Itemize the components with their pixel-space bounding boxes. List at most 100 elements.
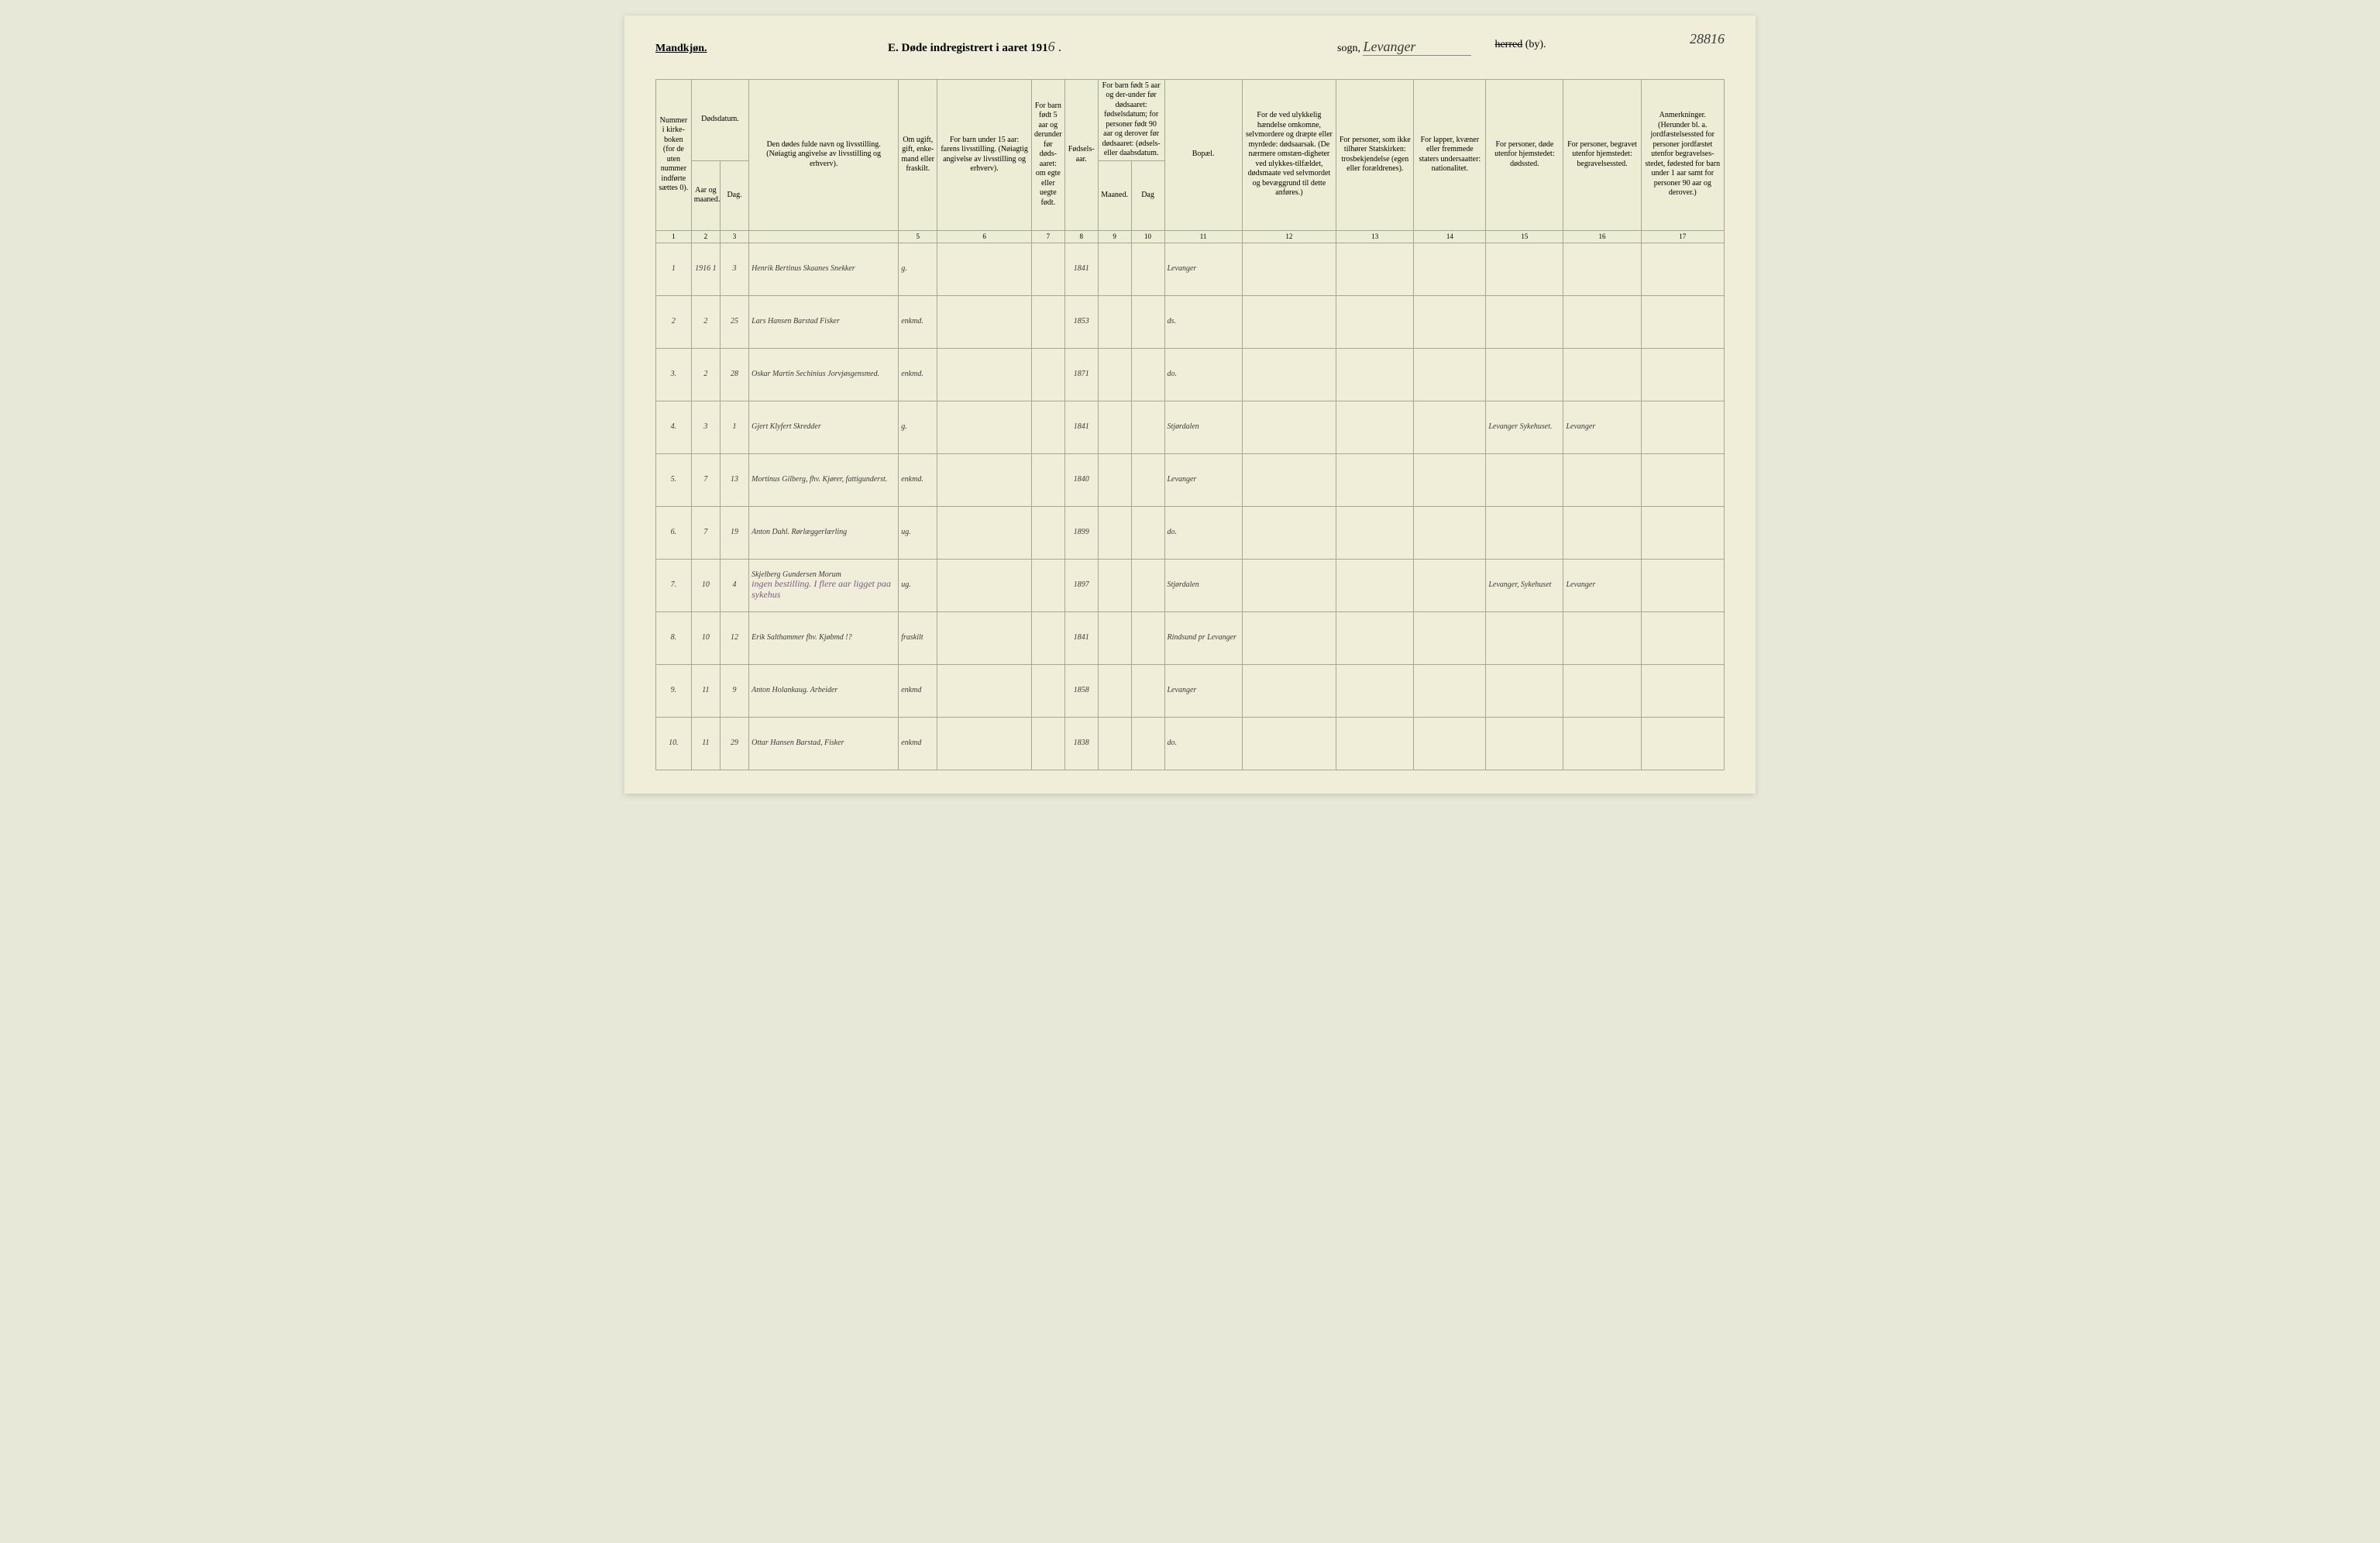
cell-legit — [1031, 295, 1064, 348]
cell-remarks — [1641, 559, 1724, 611]
cell-birth-month — [1098, 611, 1131, 664]
cell-deathplace — [1486, 717, 1563, 770]
cell-name: Skjelberg Gundersen Morumingen bestillin… — [749, 559, 899, 611]
col-header: Den dødes fulde navn og livsstilling. (N… — [749, 79, 899, 230]
cell-status: ug. — [899, 559, 937, 611]
cell-deathplace: Levanger, Sykehuset — [1486, 559, 1563, 611]
cell-day: 12 — [720, 611, 748, 664]
cell-nationality — [1414, 506, 1486, 559]
cell-faith — [1336, 243, 1414, 295]
cell-residence: do. — [1164, 717, 1242, 770]
cell-legit — [1031, 717, 1064, 770]
cell-deathplace — [1486, 295, 1563, 348]
cell-birth-day — [1131, 453, 1164, 506]
table-row: 10.1129Ottar Hansen Barstad, Fiskerenkmd… — [656, 717, 1725, 770]
cell-birth-day — [1131, 559, 1164, 611]
cell-cause — [1242, 453, 1336, 506]
column-number: 9 — [1098, 230, 1131, 243]
cell-remarks — [1641, 611, 1724, 664]
cell-burialplace — [1563, 611, 1641, 664]
cell-cause — [1242, 295, 1336, 348]
cell-legit — [1031, 559, 1064, 611]
cell-remarks — [1641, 664, 1724, 717]
cell-birth-day — [1131, 717, 1164, 770]
cell-year-month: 3 — [691, 401, 720, 453]
cell-faith — [1336, 453, 1414, 506]
cell-cause — [1242, 664, 1336, 717]
cell-father-occ — [937, 506, 1032, 559]
column-number: 17 — [1641, 230, 1724, 243]
column-number: 14 — [1414, 230, 1486, 243]
cell-number: 1 — [656, 243, 692, 295]
col-subheader: Aar og maaned. — [691, 160, 720, 230]
header-title-block: E. Døde indregistrert i aaret 1916 . — [810, 39, 1337, 55]
cell-birth-month — [1098, 295, 1131, 348]
col-subheader: Maaned. — [1098, 160, 1131, 230]
cell-burialplace — [1563, 717, 1641, 770]
sogn-value: Levanger — [1363, 39, 1471, 56]
col-header: For personer, som ikke tilhører Statskir… — [1336, 79, 1414, 230]
cell-birth-month — [1098, 243, 1131, 295]
cell-name: Henrik Bertinus Skaanes Snekker — [749, 243, 899, 295]
cell-year-month: 11 — [691, 717, 720, 770]
cell-number: 7. — [656, 559, 692, 611]
cell-father-occ — [937, 401, 1032, 453]
col-header: Fødsels-aar. — [1064, 79, 1098, 230]
cell-number: 10. — [656, 717, 692, 770]
cell-residence: Levanger — [1164, 664, 1242, 717]
cell-residence: Levanger — [1164, 243, 1242, 295]
cell-remarks — [1641, 295, 1724, 348]
cell-name: Gjert Klyfert Skredder — [749, 401, 899, 453]
col-subheader: Dag. — [720, 160, 748, 230]
column-number: 1 — [656, 230, 692, 243]
table-head: Nummer i kirke-boken (for de uten nummer… — [656, 79, 1725, 230]
column-number: 13 — [1336, 230, 1414, 243]
cell-burialplace — [1563, 243, 1641, 295]
cell-birth-day — [1131, 506, 1164, 559]
cell-number: 2 — [656, 295, 692, 348]
cell-nationality — [1414, 717, 1486, 770]
cell-deathplace — [1486, 611, 1563, 664]
cell-day: 25 — [720, 295, 748, 348]
cell-day: 9 — [720, 664, 748, 717]
cell-nationality — [1414, 664, 1486, 717]
cell-residence: Stjørdalen — [1164, 559, 1242, 611]
col-header: For lapper, kvæner eller fremmede stater… — [1414, 79, 1486, 230]
cell-status: g. — [899, 401, 937, 453]
col-header: For barn født 5 aar og derunder før døds… — [1031, 79, 1064, 230]
sogn-label: sogn, — [1337, 43, 1360, 54]
cell-father-occ — [937, 243, 1032, 295]
cell-deathplace — [1486, 348, 1563, 401]
col-header: Nummer i kirke-boken (for de uten nummer… — [656, 79, 692, 230]
cell-remarks — [1641, 401, 1724, 453]
cell-burialplace: Levanger — [1563, 559, 1641, 611]
cell-birth-year: 1841 — [1064, 401, 1098, 453]
cell-birth-year: 1838 — [1064, 717, 1098, 770]
header-right: sogn, Levanger herred (by). — [1337, 39, 1725, 56]
cell-name: Lars Hansen Barstad Fisker — [749, 295, 899, 348]
cell-year-month: 11 — [691, 664, 720, 717]
cell-status: g. — [899, 243, 937, 295]
cell-nationality — [1414, 295, 1486, 348]
page-header: Mandkjøn. E. Døde indregistrert i aaret … — [655, 39, 1725, 56]
header-title: E. Døde indregistrert i aaret 191 — [888, 42, 1048, 54]
cell-number: 3. — [656, 348, 692, 401]
cell-status: enkmd. — [899, 348, 937, 401]
column-number: 12 — [1242, 230, 1336, 243]
table-row: 6.719Anton Dahl. Rørlæggerlærlingug.1899… — [656, 506, 1725, 559]
cell-birth-year: 1841 — [1064, 611, 1098, 664]
cell-residence: Stjørdalen — [1164, 401, 1242, 453]
page-number: 28816 — [1690, 31, 1725, 47]
table-body: 12356789101112131415161711916 13Henrik B… — [656, 230, 1725, 770]
cell-year-month: 7 — [691, 506, 720, 559]
cell-birth-year: 1899 — [1064, 506, 1098, 559]
cell-faith — [1336, 717, 1414, 770]
column-number: 11 — [1164, 230, 1242, 243]
cell-year-month: 7 — [691, 453, 720, 506]
cell-name: Ottar Hansen Barstad, Fisker — [749, 717, 899, 770]
table-row: 3.228Oskar Martin Sechinius Jorvjøsgensm… — [656, 348, 1725, 401]
cell-burialplace — [1563, 348, 1641, 401]
cell-father-occ — [937, 453, 1032, 506]
cell-number: 5. — [656, 453, 692, 506]
cell-faith — [1336, 401, 1414, 453]
